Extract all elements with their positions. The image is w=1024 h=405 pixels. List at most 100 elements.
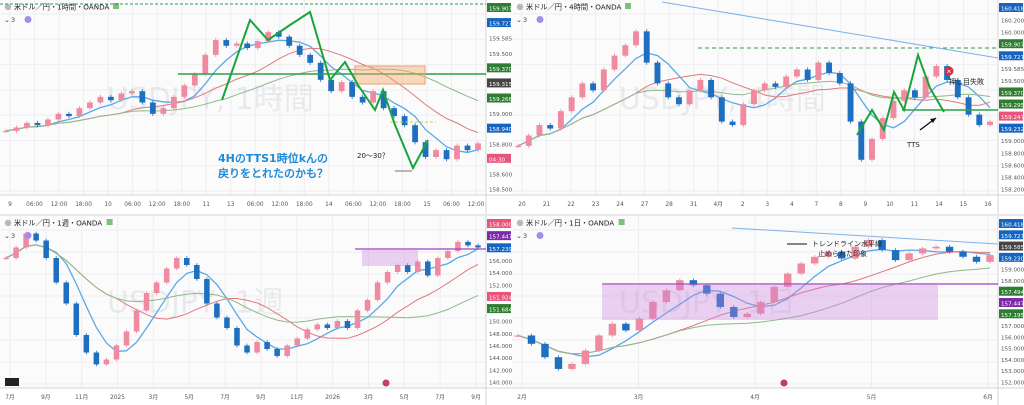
time-tick-label: 9月 — [471, 394, 481, 401]
chart-panel-p1h[interactable]: USDJPY, 1時間159.907159.727159.585159.5001… — [0, 0, 512, 214]
collapse-chevron-icon[interactable]: ⌄ — [4, 232, 10, 240]
candle-body — [836, 73, 843, 84]
candle-body — [359, 96, 366, 103]
candle-body — [633, 31, 639, 46]
time-axis[interactable]: 7月 9月 11月 2025 3月 5月 7月 9月 11月 2026 3月 5月 7月 9月 — [0, 387, 512, 401]
candle-body — [945, 246, 954, 252]
symbol-icon — [516, 3, 524, 11]
candle-body — [184, 258, 190, 265]
candle-body — [851, 246, 859, 259]
time-tick-label: 22 — [567, 202, 575, 208]
candle-body — [265, 32, 272, 42]
price-badge-label: 159.370 — [489, 67, 512, 73]
event-flag-icon[interactable] — [780, 379, 788, 387]
price-badge-label: 160.418 — [1001, 7, 1024, 13]
time-axis[interactable]: 9 06:00 12:00 18:00 10 06:00 12:00 18:00 11 13 06:… — [0, 194, 512, 208]
candle-body — [864, 240, 873, 247]
indicator-settings-icon[interactable] — [536, 232, 544, 239]
candle-body — [810, 256, 819, 264]
price-tick-label: 154.000 — [1001, 358, 1024, 364]
time-tick-label: 10 — [104, 202, 112, 208]
chart-panel-p4h[interactable]: USDJPY, 4時間160.418160.200160.000159.9071… — [512, 0, 1024, 214]
indicator-count: 3 — [523, 232, 527, 240]
candle-body — [525, 135, 532, 146]
price-tick-label: 159.585 — [489, 37, 512, 43]
candle-body — [837, 251, 846, 259]
price-tick-label: 158.800 — [489, 142, 512, 148]
time-axis[interactable]: 20 21 22 23 24 27 28 31 4月 2 3 4 7 8 9 10 11 14 15 16 — [512, 194, 1024, 208]
time-tick-label: 15 — [423, 202, 431, 208]
candle-body — [686, 90, 693, 105]
grid — [0, 216, 486, 388]
candle-body — [891, 250, 900, 261]
candle-body — [181, 85, 188, 97]
candle-body — [514, 335, 522, 337]
candle-body — [905, 253, 913, 261]
candle-body — [933, 66, 940, 77]
time-tick-label: 20 — [518, 202, 526, 208]
failure-mark-icon: ✕ — [946, 69, 951, 76]
candle-body — [87, 102, 93, 109]
candle-body — [384, 272, 391, 283]
candle-body — [173, 258, 180, 269]
price-badge — [999, 309, 1023, 319]
indicator-settings-icon[interactable] — [24, 16, 32, 23]
highlight-zone-box — [602, 284, 938, 320]
price-badge-label: 159.247 — [1001, 115, 1024, 121]
price-badge — [487, 231, 511, 241]
price-tick-label: 155.000 — [1001, 347, 1024, 353]
candle-body — [113, 345, 120, 360]
price-badge — [999, 39, 1023, 49]
candle-body — [76, 108, 83, 117]
indicator-settings-icon[interactable] — [536, 16, 544, 23]
candle-body — [286, 36, 293, 46]
candle-body — [536, 125, 543, 136]
price-tick-label: 159.585 — [1001, 67, 1024, 73]
candle-body — [579, 83, 586, 98]
candle-body — [163, 268, 170, 283]
plot-area[interactable] — [0, 216, 486, 388]
price-badge-label: 157.195 — [1001, 313, 1024, 319]
time-tick-label: 8 — [839, 202, 843, 208]
candle-body — [718, 97, 725, 122]
price-badge-label: 151.684 — [489, 308, 512, 314]
time-tick-label: 06:00 — [26, 202, 43, 208]
annotation-note: 止められた印象 — [818, 249, 867, 258]
price-scale[interactable]: 160.418 160.200 160.000 159.907 159.727 159.5… — [997, 0, 1024, 214]
time-tick-label: 10 — [886, 202, 894, 208]
collapse-chevron-icon[interactable]: ⌄ — [516, 16, 522, 24]
candles — [3, 231, 481, 367]
indicator-settings-icon[interactable] — [24, 232, 32, 239]
resistance-zone-box — [354, 65, 426, 85]
chart-panel-p1d[interactable]: USDJPY, 1日160.418159.727159.585159.23015… — [512, 216, 1024, 405]
collapse-chevron-icon[interactable]: ⌄ — [516, 232, 522, 240]
candle-body — [334, 321, 341, 328]
price-scale[interactable]: 158.000 157.447 157.239 156.000 154.000 152.0… — [485, 216, 512, 405]
time-axis[interactable]: 2月 3月 4月 5月 6月 — [512, 387, 1024, 401]
price-badge-label: 04:30 — [489, 157, 506, 163]
candle-body — [275, 32, 282, 37]
panel-header: 米ドル／円・1日・OANDA ⌄ 3 — [516, 219, 625, 240]
candle-body — [464, 145, 471, 151]
ma-short-line — [5, 39, 479, 154]
candle-body — [986, 255, 994, 262]
price-tick-label: 152.000 — [489, 283, 512, 289]
plot-area[interactable] — [0, 0, 486, 195]
candle-body — [740, 104, 747, 126]
candle-body — [370, 91, 376, 103]
highlight-zone-box — [362, 249, 418, 266]
symbol-icon — [4, 219, 12, 227]
candle-body — [123, 331, 130, 346]
price-scale[interactable]: 160.418 159.727 159.585 159.230 159.000 158.0… — [997, 216, 1024, 405]
chart-panel-p1w[interactable]: USDJPY, 1週158.000157.447157.239156.00015… — [0, 216, 512, 405]
event-flag-icon[interactable] — [382, 379, 390, 387]
time-tick-label: 31 — [690, 202, 698, 208]
collapse-chevron-icon[interactable]: ⌄ — [4, 16, 10, 24]
candle-body — [118, 93, 125, 101]
time-tick-label: 7月 — [220, 394, 230, 401]
candle-body — [391, 108, 397, 117]
grid — [512, 216, 998, 388]
price-scale[interactable]: 159.907 159.727 159.585 159.500 159.370 159.3… — [485, 0, 512, 214]
price-badge — [487, 243, 511, 253]
